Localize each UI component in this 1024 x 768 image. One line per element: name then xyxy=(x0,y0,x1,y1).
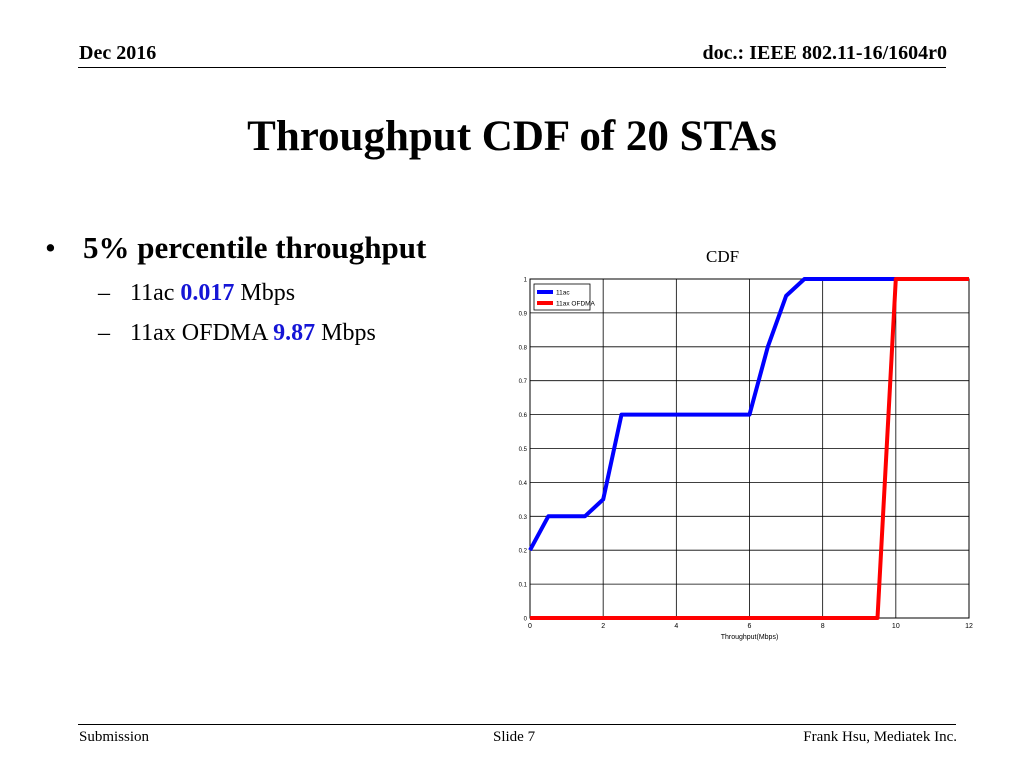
y-tick-label: 0 xyxy=(524,617,528,623)
header-date: Dec 2016 xyxy=(79,42,157,64)
footer-slide-number: Slide 7 xyxy=(493,729,536,745)
x-tick-label: 8 xyxy=(821,623,825,630)
series-line xyxy=(528,277,969,552)
x-tick-label: 12 xyxy=(965,623,973,630)
chart-title: CDF xyxy=(706,247,740,266)
y-tick-label: 0.3 xyxy=(519,515,528,521)
y-tick-label: 0.1 xyxy=(519,583,528,589)
bullet-main-text: 5% percentile throughput xyxy=(83,230,427,265)
y-tick-label: 1 xyxy=(524,278,528,284)
y-tick-label: 0.5 xyxy=(519,447,528,453)
x-tick-label: 10 xyxy=(892,623,900,630)
sub-bullet-value: 0.017 xyxy=(180,280,235,306)
x-tick-label: 2 xyxy=(601,623,605,630)
y-tick-label: 0.8 xyxy=(519,345,528,351)
slide-title: Throughput CDF of 20 STAs xyxy=(247,113,777,160)
header-doc-id: doc.: IEEE 802.11-16/1604r0 xyxy=(702,42,947,64)
x-axis-label: Throughput(Mbps) xyxy=(721,634,779,641)
legend-box xyxy=(533,283,591,311)
y-tick-label: 0.4 xyxy=(519,481,528,487)
x-tick-label: 6 xyxy=(748,623,752,630)
y-tick-label: 0.2 xyxy=(519,549,528,555)
x-tick-label: 4 xyxy=(674,623,678,630)
plot-frame xyxy=(529,278,970,619)
header-divider xyxy=(78,67,946,68)
sub-bullet-dash: – xyxy=(98,280,110,306)
legend-label: 11ac xyxy=(556,290,570,297)
sub-bullet-prefix: 11ax OFDMA xyxy=(130,320,268,346)
sub-bullet-11ac: –11ac 0.017 Mbps xyxy=(98,280,295,307)
y-tick-label: 0.7 xyxy=(519,379,528,385)
series-line xyxy=(530,277,969,620)
footer-divider xyxy=(78,724,956,725)
footer-submission: Submission xyxy=(79,729,150,745)
y-tick-label: 0.9 xyxy=(519,311,528,317)
legend-label: 11ax OFDMA xyxy=(556,301,596,308)
footer-author: Frank Hsu, Mediatek Inc. xyxy=(803,729,957,745)
sub-bullet-prefix: 11ac xyxy=(130,280,175,306)
sub-bullet-unit: Mbps xyxy=(240,280,296,306)
sub-bullet-unit: Mbps xyxy=(321,320,376,346)
x-tick-label: 0 xyxy=(528,623,532,630)
sub-bullet-dash: – xyxy=(98,320,110,346)
sub-bullet-11ax: –11ax OFDMA 9.87 Mbps xyxy=(98,320,376,347)
bullet-dot: • xyxy=(45,230,56,265)
y-tick-label: 0.6 xyxy=(519,413,528,419)
sub-bullet-value: 9.87 xyxy=(273,320,316,346)
